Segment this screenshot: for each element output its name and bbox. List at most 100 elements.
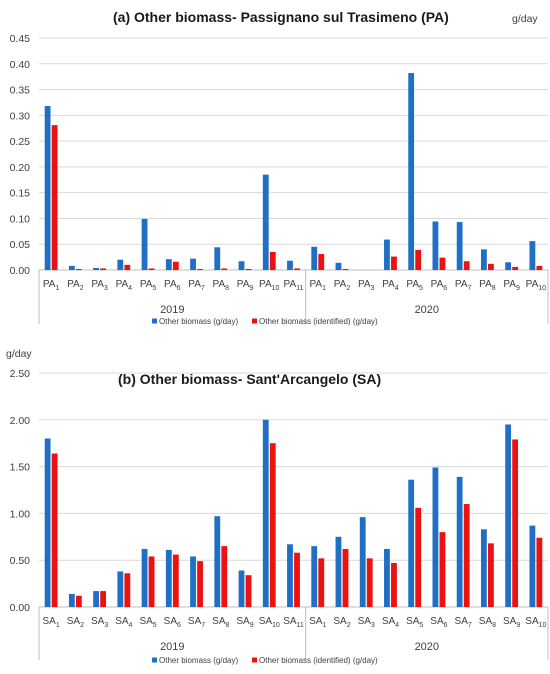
bar-other-biomass [384,548,390,607]
chart-title: (a) Other biomass- Passignano sul Trasim… [113,9,449,25]
bar-other-biomass [262,419,269,607]
bar-other-biomass [505,262,512,270]
legend-label: Other biomass (g/day) [159,317,238,326]
x-tick-label: PA6 [431,279,448,292]
bar-other-biomass-identified [172,261,179,270]
chart-panel-a: (a) Other biomass- Passignano sul Trasim… [10,9,549,326]
bar-other-biomass [384,239,390,270]
y-tick-label: 2.50 [10,368,31,380]
bar-other-biomass-identified [294,268,300,270]
y-tick-label: 0.45 [10,33,31,45]
y-tick-label: 0.10 [10,213,31,225]
bar-other-biomass-identified [75,595,82,607]
x-tick-label: PA6 [164,279,181,292]
bar-other-biomass [408,73,415,271]
legend: Other biomass (g/day) Other biomass (iden… [152,317,378,326]
bar-other-biomass-identified [124,264,131,270]
x-tick-label: PA3 [91,279,108,292]
year-group-label: 2020 [415,641,439,653]
x-tick-label: PA5 [406,279,423,292]
x-tick-label: PA8 [479,279,496,292]
legend: Other biomass (g/day) Other biomass (iden… [152,656,378,665]
bar-other-biomass-identified [488,263,494,270]
bar-other-biomass [456,476,463,607]
bar-other-biomass-identified [366,558,373,607]
bar-other-biomass-identified [439,257,446,270]
bar-other-biomass-identified [245,575,252,607]
x-tick-label: SA8 [479,616,496,629]
bar-other-biomass [311,546,318,607]
x-tick-label: SA4 [382,616,399,629]
year-group-label: 2019 [160,641,184,653]
bar-other-biomass-identified [148,268,155,270]
legend-label: Other biomass (identified) (g/day) [259,317,378,326]
bar-other-biomass-identified [342,268,349,270]
bar-other-biomass [141,548,148,607]
bar-other-biomass-identified [463,261,470,270]
x-tick-label: PA10 [526,279,547,292]
bar-other-biomass-identified [124,573,131,607]
bar-other-biomass-identified [75,268,82,270]
x-tick-label: PA4 [382,279,399,292]
legend-swatch-other-biomass-identified [252,318,257,324]
bar-other-biomass-identified [294,552,300,607]
x-tick-label: SA7 [455,616,472,629]
bar-other-biomass-identified [269,443,276,607]
x-tick-label: PA2 [334,279,351,292]
y-tick-label: 0.25 [10,136,31,148]
y-axis-unit-label: g/day [6,348,32,360]
x-tick-label: SA9 [236,616,253,629]
bar-other-biomass [287,260,293,270]
year-group-label: 2019 [160,304,184,316]
x-tick-label: SA9 [503,616,520,629]
year-group-label: 2020 [415,304,439,316]
x-tick-label: PA10 [259,279,280,292]
bar-other-biomass [93,591,99,607]
x-tick-label: SA7 [188,616,205,629]
bar-other-biomass-identified [100,268,107,270]
y-tick-label: 0.40 [10,59,31,71]
bar-other-biomass-identified [172,554,179,607]
x-tick-label: SA4 [115,616,132,629]
y-tick-label: 0.00 [10,602,31,614]
y-tick-label: 0.15 [10,188,31,200]
bar-other-biomass [93,267,99,270]
bar-other-biomass [505,424,512,607]
bar-other-biomass-identified [488,543,494,607]
x-tick-label: PA9 [503,279,520,292]
bar-other-biomass [117,259,124,270]
bar-other-biomass [214,516,221,607]
x-tick-label: PA5 [140,279,157,292]
x-tick-label: SA5 [139,616,156,629]
bar-other-biomass-identified [391,256,397,270]
bar-other-biomass-identified [269,251,276,270]
y-tick-label: 0.20 [10,162,31,174]
x-tick-label: PA9 [237,279,254,292]
x-tick-label: SA1 [309,616,326,629]
bar-other-biomass [68,593,75,607]
bar-other-biomass [165,259,172,270]
bar-other-biomass [359,517,366,607]
x-tick-label: PA8 [213,279,230,292]
bar-other-biomass-identified [318,558,325,607]
bar-other-biomass [480,249,487,270]
bar-other-biomass-identified [512,266,519,270]
x-tick-label: PA2 [67,279,84,292]
y-tick-label: 1.50 [10,462,31,474]
x-tick-label: SA3 [91,616,108,629]
bar-other-biomass-identified [197,268,203,270]
y-tick-label: 2.00 [10,415,31,427]
bar-other-biomass [408,479,415,607]
y-tick-label: 0.30 [10,110,31,122]
bar-other-biomass [68,265,75,270]
bar-other-biomass [238,261,245,270]
legend-swatch-other-biomass [152,657,157,663]
bar-other-biomass [456,222,463,270]
bar-other-biomass [311,246,318,270]
bar-other-biomass-identified [51,125,58,270]
bar-other-biomass-identified [342,548,349,607]
bar-other-biomass [190,556,196,607]
bar-other-biomass [214,247,221,270]
x-tick-label: PA7 [188,279,205,292]
